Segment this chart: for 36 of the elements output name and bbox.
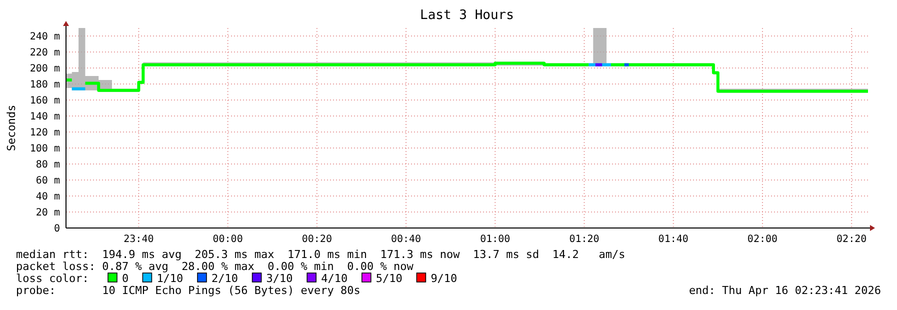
chart-title: Last 3 Hours [420,8,514,23]
legend-label: 5/10 [376,272,402,285]
y-tick-label: 200 m [30,64,60,74]
y-tick-label: 80 m [36,160,60,170]
y-tick-label: 40 m [36,192,60,202]
text: probe: 10 ICMP Echo Pings (56 Bytes) every 80s [16,284,360,297]
y-tick-label: 60 m [36,176,60,186]
y-tick-label: 20 m [36,208,60,218]
legend-label: 2/10 [212,272,238,285]
x-tick-label: 00:00 [212,234,243,245]
legend-label: 3/10 [266,272,293,285]
x-tick-label: 01:20 [569,234,600,245]
y-tick-label: 220 m [30,48,60,58]
legend-label: 0 [122,272,129,285]
y-axis-title: Seconds [5,104,18,152]
text: end: Thu Apr 16 02:23:41 2026 [688,284,881,297]
y-tick-label: 120 m [30,128,60,138]
y-tick-label: 0 [54,224,60,234]
legend-label: 4/10 [321,272,348,285]
x-tick-label: 02:20 [836,234,867,245]
y-tick-label: 180 m [30,80,60,90]
x-tick-label: 02:00 [747,234,778,245]
text: packet loss: 0.87 % avg 28.00 % max 0.00 % min 0.00 % now [16,260,414,273]
legend-label: 1/10 [156,272,184,285]
text: median rtt: 194.9 ms avg 205.3 ms max 171.0 ms min 171.3 ms now 13.7 ms sd 14.2 am/s [16,248,626,261]
x-tick-label: 00:40 [390,234,422,245]
y-tick-label: 160 m [30,96,60,106]
x-tick-label: 00:20 [302,234,332,245]
y-tick-label: 100 m [30,144,60,154]
y-tick-label: 140 m [30,112,60,122]
legend-label: 9/10 [430,272,458,285]
x-tick-label: 01:40 [658,234,688,245]
x-tick-label: 01:00 [480,234,510,245]
x-tick-label: 23:40 [124,234,154,245]
legend-title: loss color: [16,272,89,285]
y-tick-label: 240 m [30,32,60,42]
